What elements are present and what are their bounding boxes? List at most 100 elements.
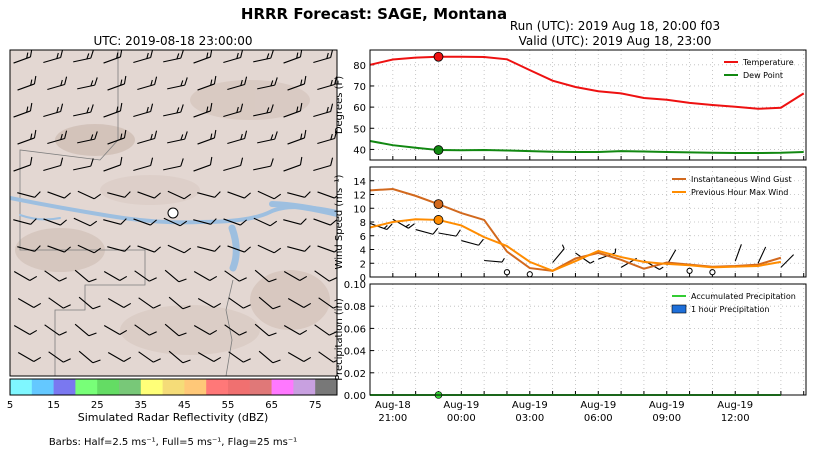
map-wind-barb	[43, 103, 64, 118]
map-wind-barb	[197, 75, 217, 91]
site-marker	[167, 207, 179, 219]
y-tick-label: 0.10	[344, 280, 366, 291]
map-wind-barb	[253, 50, 274, 63]
wind-barb	[686, 267, 693, 274]
wind-barb	[734, 244, 742, 262]
map-wind-barb	[164, 323, 187, 337]
colorbar-tick-label: 5	[7, 400, 13, 411]
colorbar-cell	[249, 379, 272, 395]
wind-barb	[438, 229, 461, 237]
map-wind-barb	[107, 129, 127, 145]
map-wind-barb	[287, 75, 307, 91]
map-wind-barb	[17, 352, 42, 362]
map-wind-barb	[258, 296, 281, 310]
map-wind-barb	[107, 352, 132, 362]
map-wind-barb	[73, 158, 94, 171]
legend-label: 1 hour Precipitation	[691, 305, 770, 314]
x-tick-label-date: Aug-19	[649, 400, 685, 411]
y-tick-label: 0.02	[344, 369, 366, 380]
y-tick-label: 4	[360, 246, 366, 257]
map-wind-barbs	[13, 50, 337, 364]
map-wind-barb	[224, 324, 247, 336]
x-tick-label-date: Aug-19	[717, 400, 753, 411]
legend-label: Previous Hour Max Wind	[691, 188, 788, 197]
map-wind-barb	[227, 76, 248, 91]
legend: Temperature Dew Point	[724, 58, 794, 80]
map-wind-barb	[193, 218, 217, 225]
map-wind-barb	[78, 350, 101, 364]
map-wind-barb	[317, 191, 337, 199]
map-wind-barb	[287, 129, 307, 145]
map-wind-barb	[197, 129, 217, 145]
x-tick-label-time: 12:00	[721, 413, 750, 424]
wind-barb	[484, 257, 505, 263]
x-tick-label-time: 06:00	[584, 413, 613, 424]
x-tick-label-time: 21:00	[378, 413, 407, 424]
map-wind-barb	[133, 50, 154, 64]
map-wind-barb	[254, 323, 277, 337]
map-wind-barb	[283, 325, 308, 335]
panel-frame	[369, 283, 807, 396]
panel-precipitation: 0.00 0.02 0.04 0.06 0.08 0.10 Precipitation (i…	[334, 280, 807, 424]
map-wind-barb	[223, 50, 244, 64]
map-wind-barb	[103, 218, 127, 225]
map-wind-barb	[168, 350, 191, 364]
wind-barb	[552, 244, 565, 263]
map-wind-barb	[103, 156, 123, 172]
map-wind-barb	[253, 104, 274, 117]
map-wind-barb	[17, 75, 37, 91]
map-wind-barb	[317, 76, 337, 91]
y-tick-label: 50	[353, 124, 366, 135]
map-wind-barb	[197, 245, 221, 252]
map-wind-barb	[164, 269, 187, 283]
colorbar-cell	[206, 379, 229, 395]
county-borders	[19, 50, 234, 376]
map-wind-barb	[74, 323, 97, 337]
map-wind-barb	[44, 270, 67, 282]
valid-time-marker	[433, 215, 444, 225]
map-wind-barb	[13, 218, 37, 225]
map-wind-barb	[193, 102, 213, 118]
map-wind-barb	[313, 103, 334, 118]
map-wind-barb	[47, 191, 71, 199]
map-wind-barb	[163, 158, 184, 171]
y-tick-label: 60	[353, 103, 366, 114]
map-wind-barb	[283, 156, 303, 172]
y-tick-label: 12	[353, 191, 366, 202]
colorbar-cell	[75, 379, 98, 395]
map-wind-barb	[167, 77, 188, 90]
x-tick-label-time: 09:00	[652, 413, 681, 424]
x-tick-label-time: 03:00	[515, 413, 544, 424]
legend: Accumulated Precipitation 1 hour Precipit…	[671, 292, 796, 314]
map-wind-barb	[163, 104, 184, 117]
map-wind-barb	[43, 157, 64, 172]
map-wind-barb	[167, 190, 192, 200]
figure-title: HRRR Forecast: SAGE, Montana	[241, 5, 507, 23]
map-wind-barb	[257, 77, 278, 90]
panel-wind: 0 2 4 6 8 10 12 14 Wind Speed (ms⁻¹) Instantaneou…	[334, 166, 807, 284]
map-wind-barb	[313, 50, 334, 64]
map-wind-barb	[78, 296, 101, 310]
map-wind-barb	[43, 50, 64, 64]
map-wind-barb	[318, 297, 337, 309]
map-wind-barb	[48, 297, 71, 309]
y-tick-label: 80	[353, 61, 366, 72]
wind-barbs	[369, 218, 795, 278]
map-wind-barb	[137, 130, 158, 145]
colorbar-label: Simulated Radar Reflectivity (dBZ)	[78, 411, 269, 424]
y-tick-label: 0.04	[344, 347, 366, 358]
map-wind-barb	[287, 191, 311, 198]
wind-barb	[780, 254, 795, 268]
map-frame	[9, 49, 338, 377]
panel-frame	[369, 49, 807, 161]
map-wind-barb	[193, 271, 218, 281]
x-tick-label-time: 00:00	[447, 413, 476, 424]
y-axis-label: Wind Speed (ms⁻¹)	[334, 174, 345, 269]
map-wind-barb	[254, 269, 277, 283]
map-wind-barb	[137, 191, 161, 199]
valid-time-marker	[433, 51, 444, 62]
colorbar-frame	[9, 378, 338, 396]
colorbar-tick-label: 45	[178, 400, 191, 411]
map-wind-barb	[228, 351, 251, 363]
